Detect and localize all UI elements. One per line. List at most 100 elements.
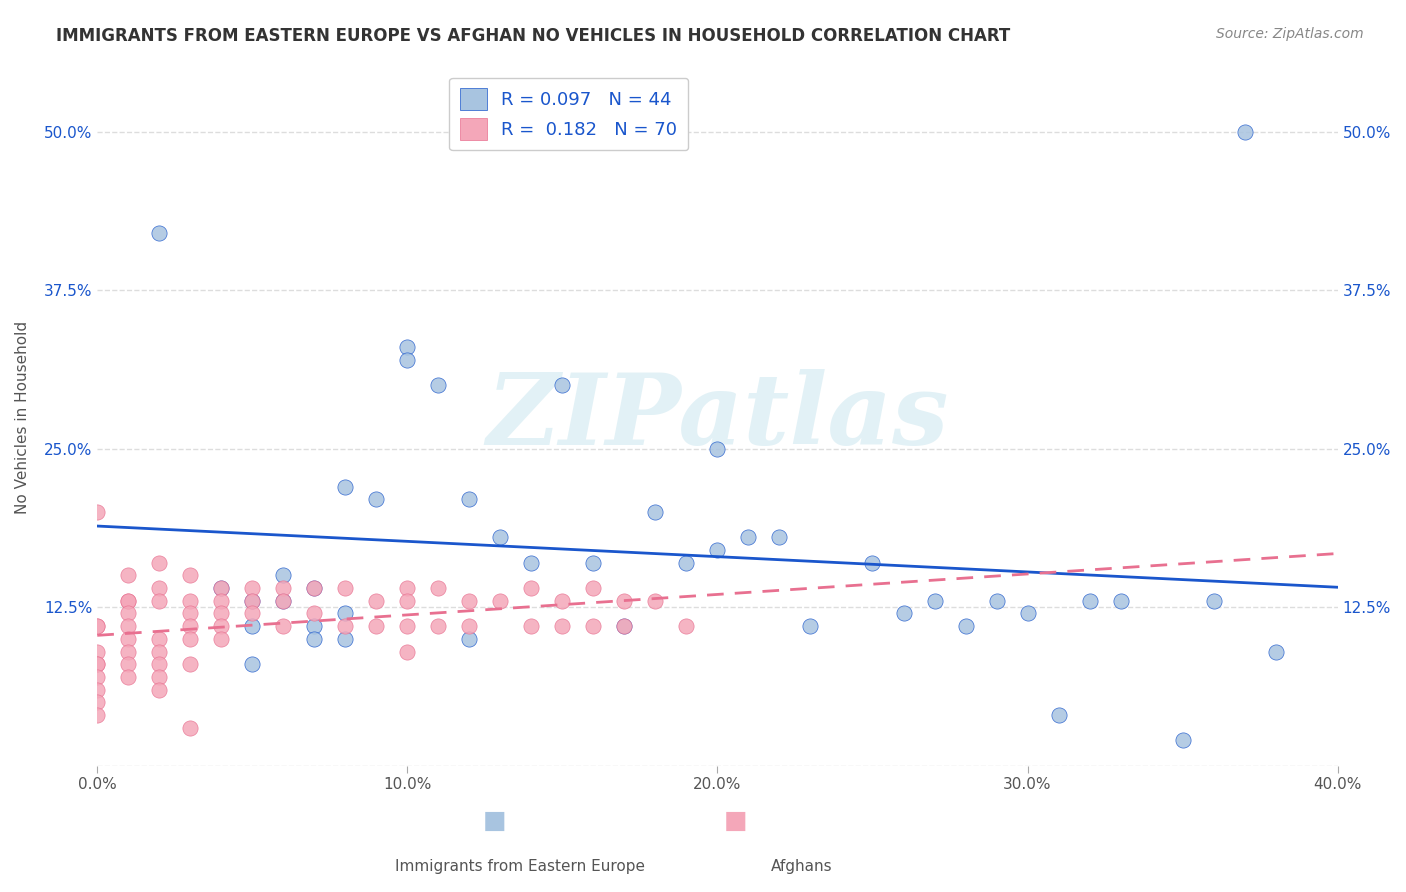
Point xyxy=(489,531,512,545)
Point xyxy=(271,568,294,582)
Point xyxy=(1233,125,1256,139)
Legend: R = 0.097   N = 44, R =  0.182   N = 70: R = 0.097 N = 44, R = 0.182 N = 70 xyxy=(449,78,688,151)
Point xyxy=(955,619,977,633)
Point xyxy=(304,619,326,633)
Point xyxy=(209,632,232,646)
Point xyxy=(582,581,605,595)
Point xyxy=(179,632,201,646)
Point xyxy=(304,581,326,595)
Point xyxy=(179,607,201,621)
Point xyxy=(458,594,481,608)
Point xyxy=(240,607,263,621)
Point xyxy=(148,632,170,646)
Point xyxy=(179,594,201,608)
Point xyxy=(209,594,232,608)
Text: ■: ■ xyxy=(482,809,506,833)
Point xyxy=(271,619,294,633)
Point xyxy=(86,505,108,519)
Point xyxy=(613,619,636,633)
Point xyxy=(209,581,232,595)
Point xyxy=(179,568,201,582)
Point xyxy=(86,644,108,658)
Point xyxy=(427,619,450,633)
Point xyxy=(1171,733,1194,747)
Text: Immigrants from Eastern Europe: Immigrants from Eastern Europe xyxy=(395,859,645,874)
Point xyxy=(117,607,139,621)
Point xyxy=(304,632,326,646)
Point xyxy=(148,644,170,658)
Point xyxy=(520,581,543,595)
Point xyxy=(458,492,481,507)
Point xyxy=(117,657,139,672)
Point xyxy=(768,531,790,545)
Point xyxy=(86,682,108,697)
Point xyxy=(335,619,357,633)
Point xyxy=(1264,644,1286,658)
Point xyxy=(582,556,605,570)
Point xyxy=(271,581,294,595)
Point xyxy=(117,670,139,684)
Point xyxy=(427,378,450,392)
Point xyxy=(86,707,108,722)
Point xyxy=(148,581,170,595)
Point xyxy=(335,581,357,595)
Point xyxy=(551,619,574,633)
Point xyxy=(271,594,294,608)
Point xyxy=(520,556,543,570)
Point xyxy=(86,619,108,633)
Point xyxy=(366,492,388,507)
Point xyxy=(304,607,326,621)
Point xyxy=(335,480,357,494)
Point xyxy=(706,543,728,558)
Point xyxy=(117,594,139,608)
Point xyxy=(86,657,108,672)
Point xyxy=(644,594,666,608)
Point xyxy=(117,568,139,582)
Point xyxy=(366,594,388,608)
Point xyxy=(706,442,728,456)
Point xyxy=(675,556,697,570)
Point xyxy=(986,594,1008,608)
Text: Afghans: Afghans xyxy=(770,859,832,874)
Point xyxy=(582,619,605,633)
Text: ZIPatlas: ZIPatlas xyxy=(486,368,949,466)
Point xyxy=(240,657,263,672)
Point xyxy=(335,632,357,646)
Point xyxy=(675,619,697,633)
Point xyxy=(148,556,170,570)
Point xyxy=(179,657,201,672)
Point xyxy=(893,607,915,621)
Point xyxy=(179,721,201,735)
Point xyxy=(427,581,450,595)
Point xyxy=(551,594,574,608)
Point xyxy=(862,556,884,570)
Point xyxy=(520,619,543,633)
Point xyxy=(335,607,357,621)
Point xyxy=(613,594,636,608)
Point xyxy=(117,594,139,608)
Point xyxy=(148,670,170,684)
Point xyxy=(396,594,419,608)
Point xyxy=(240,619,263,633)
Point xyxy=(148,657,170,672)
Point xyxy=(117,632,139,646)
Point xyxy=(1202,594,1225,608)
Point xyxy=(148,682,170,697)
Point xyxy=(396,340,419,354)
Point xyxy=(179,619,201,633)
Point xyxy=(240,594,263,608)
Point xyxy=(489,594,512,608)
Point xyxy=(86,619,108,633)
Point xyxy=(240,594,263,608)
Point xyxy=(271,594,294,608)
Point xyxy=(240,581,263,595)
Point xyxy=(551,378,574,392)
Text: ■: ■ xyxy=(724,809,748,833)
Point xyxy=(799,619,821,633)
Point xyxy=(644,505,666,519)
Point xyxy=(148,594,170,608)
Point xyxy=(1017,607,1039,621)
Point xyxy=(1047,707,1070,722)
Text: Source: ZipAtlas.com: Source: ZipAtlas.com xyxy=(1216,27,1364,41)
Point xyxy=(117,644,139,658)
